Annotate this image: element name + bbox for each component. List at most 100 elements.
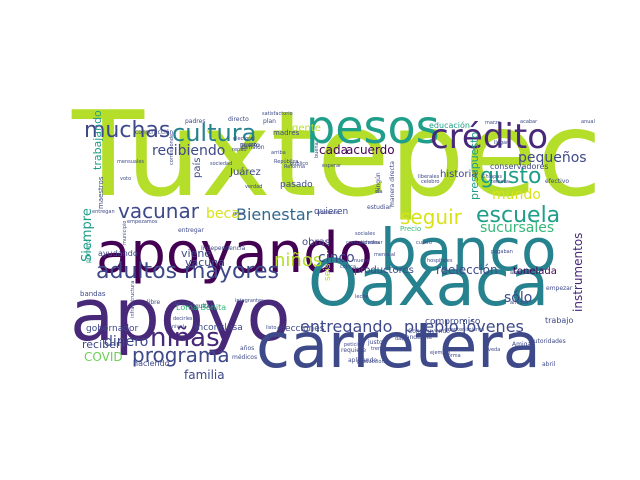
word-81: construcción <box>135 129 173 136</box>
word-41: tonelada <box>513 266 557 277</box>
word-123: nivel <box>172 324 184 330</box>
word-32: presupuesto <box>468 132 481 200</box>
word-85: ningún <box>375 172 382 193</box>
word-80: padres <box>185 118 205 125</box>
word-111: público <box>290 160 308 167</box>
word-45: Juárez <box>229 166 261 178</box>
word-76: empezar <box>546 285 573 292</box>
word-49: pasado <box>280 180 313 190</box>
word-119: forma <box>446 353 461 359</box>
word-110: esperar <box>322 163 342 169</box>
word-147: coloca <box>340 264 356 270</box>
word-8: crédito <box>430 117 548 157</box>
word-71: Independencia <box>201 245 246 252</box>
word-11: adultos mayores <box>96 259 279 284</box>
word-131: corresponde <box>169 134 175 165</box>
word-58: educación <box>429 120 470 130</box>
word-66: abril <box>542 361 556 368</box>
word-138: listo <box>266 325 276 331</box>
word-2: apoyo <box>70 273 291 357</box>
word-17: gusto <box>480 164 541 189</box>
word-29: mundo <box>492 187 541 203</box>
word-46: país <box>191 158 203 178</box>
word-61: trabajo <box>545 316 574 325</box>
word-126: municipio <box>122 221 128 245</box>
word-109: arriba <box>271 150 286 156</box>
word-13: programa <box>132 343 230 367</box>
word-96: marzo <box>485 120 501 126</box>
word-48: obras <box>302 237 330 248</box>
word-70: entregar <box>178 227 204 234</box>
word-98: anual <box>581 119 595 125</box>
word-114: dar <box>395 336 404 342</box>
word-56: haciendo <box>133 359 170 368</box>
word-28: sólo <box>504 290 532 306</box>
word-145: mensual <box>374 252 395 258</box>
word-117: producción <box>357 358 385 365</box>
word-33: familia <box>184 368 225 382</box>
word-118: ejemplo <box>430 350 450 356</box>
word-38: cada <box>319 143 348 157</box>
word-34: Siempre <box>80 208 95 262</box>
word-40: reelección <box>436 263 498 277</box>
word-124: voto <box>120 176 131 182</box>
word-139: leche <box>355 294 368 300</box>
word-39: acuerdo <box>346 143 395 157</box>
word-6: carretera <box>256 309 541 382</box>
word-15: escuela <box>476 203 560 228</box>
word-30: pequeños <box>518 150 587 166</box>
word-25: beca <box>206 206 240 222</box>
word-142: comunidades <box>346 240 380 246</box>
word-108: gran <box>233 211 244 217</box>
word-19: Bienestar <box>236 205 313 224</box>
word-51: productores <box>354 265 414 276</box>
word-83: pensión <box>241 144 265 151</box>
word-72: pandemia <box>402 334 432 341</box>
word-82: puerto <box>240 142 260 149</box>
word-140: ola <box>375 189 383 195</box>
word-18: niños <box>274 250 322 271</box>
word-130: electoral <box>233 136 255 142</box>
word-116: petición <box>344 341 364 348</box>
word-20: entregando <box>300 317 392 336</box>
word-137: ahorita <box>510 270 528 276</box>
word-54: inconclusa <box>195 323 243 333</box>
word-100: Chiapas <box>482 174 502 180</box>
word-53: elecciones <box>277 324 325 334</box>
word-87: Construyendo <box>408 328 450 335</box>
word-89: quitan <box>195 303 214 310</box>
word-88: libre <box>147 299 160 306</box>
word-104: Reforma <box>284 164 305 170</box>
word-79: satisfactorio <box>262 111 293 117</box>
word-133: buena <box>314 142 320 158</box>
word-93: requiere <box>341 347 366 354</box>
word-22: jóvenes <box>461 317 524 336</box>
word-62: Loma Bonita <box>176 303 226 312</box>
word-1: Tuxtepec <box>71 85 602 223</box>
word-35: trabajando <box>91 110 104 170</box>
word-64: autoridades <box>530 338 566 345</box>
word-77: directo <box>228 116 249 123</box>
word-135: acabar <box>520 119 538 125</box>
word-14: niñas <box>150 323 220 353</box>
word-44: gente <box>292 123 321 134</box>
word-42: vacuna <box>185 256 225 269</box>
word-16: seguir <box>400 205 463 229</box>
word-132: entregan <box>92 209 115 215</box>
word-50: historia <box>440 169 477 180</box>
word-134: cuatro <box>416 240 432 246</box>
word-115: trenes <box>371 346 387 352</box>
word-121: mantenimiento <box>446 327 484 333</box>
word-68: primero <box>85 239 92 263</box>
word-141: sociales <box>355 231 375 237</box>
word-47: quieren <box>314 207 348 217</box>
word-74: estudiar <box>367 204 392 211</box>
word-26: dinero <box>104 334 148 350</box>
word-52: compromiso <box>425 317 481 327</box>
word-37: reciben <box>82 338 123 351</box>
word-101: llegar <box>494 140 509 146</box>
word-3: apoyando <box>96 221 373 286</box>
word-102: repito <box>232 147 247 153</box>
